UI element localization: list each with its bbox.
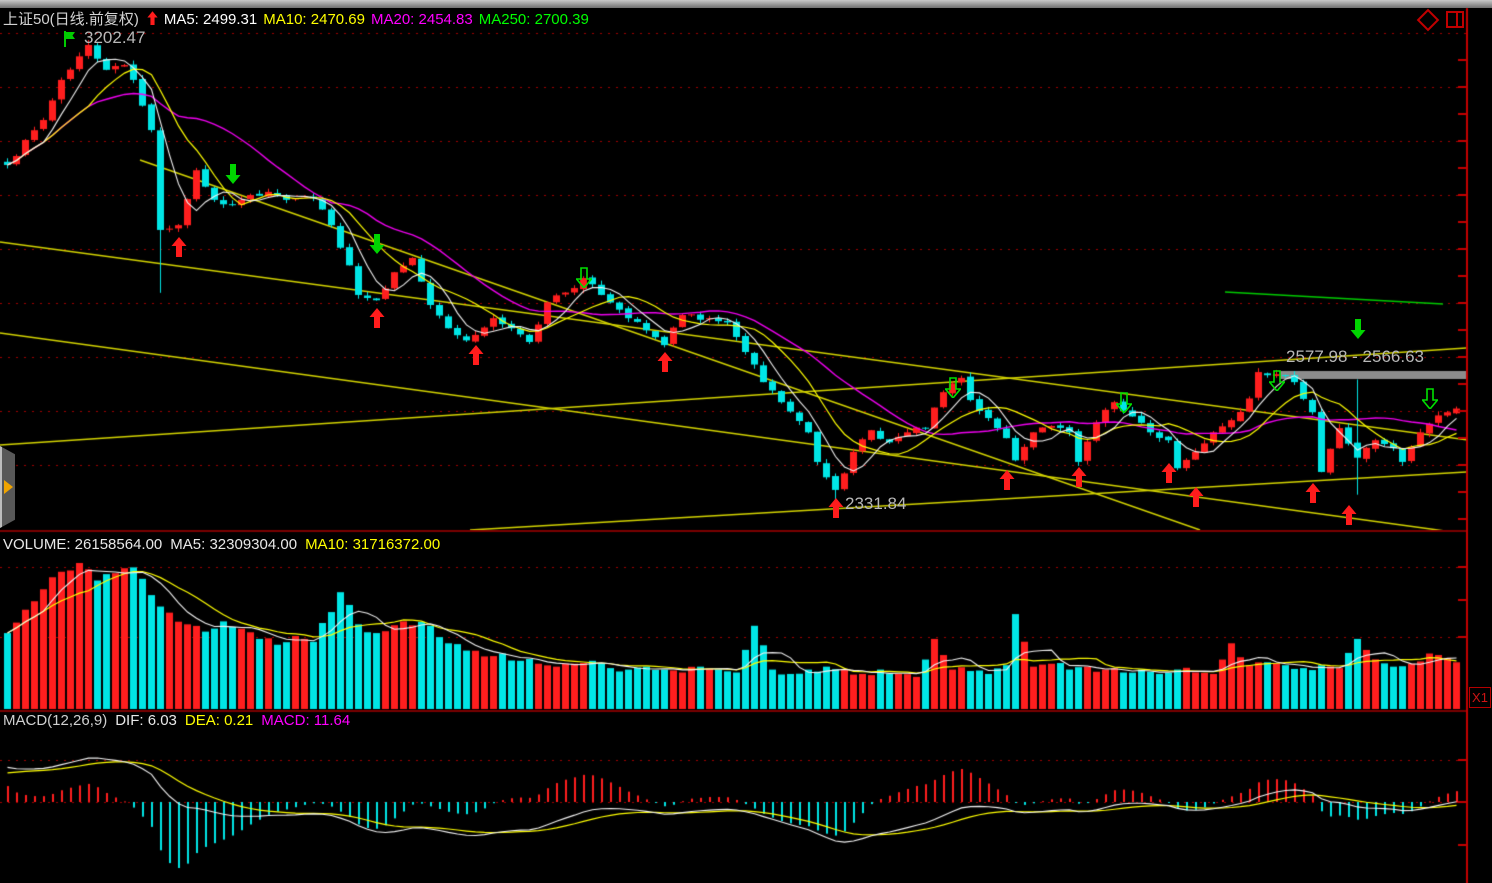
buy-signal-arrow-icon (657, 352, 673, 373)
sell-signal-arrow-icon (369, 233, 385, 254)
main-chart-header: 上证50(日线.前复权) MA5: 2499.31 MA10: 2470.69 MA2… (3, 10, 595, 30)
panel-expand-handle[interactable] (0, 446, 15, 528)
low-price-label: 2331.84 (845, 494, 907, 513)
sell-signal-hollow-arrow-icon (574, 267, 594, 290)
peak-price-label: 3202.47 (84, 28, 146, 47)
volume-ma10-value: MA10: 31716372.00 (305, 536, 441, 553)
resistance-band-label: 2577.98 - 2566.63 (1286, 347, 1425, 366)
expand-arrow-icon (4, 480, 13, 494)
volume-pane-header: VOLUME: 26158564.00 MA5: 32309304.00 MA10:… (3, 536, 448, 554)
trend-up-arrow-icon (147, 11, 158, 32)
macd-value: MACD: 11.64 (261, 712, 351, 729)
ma20-value: MA20: 2454.83 (371, 11, 473, 28)
buy-signal-arrow-icon (1071, 467, 1087, 488)
sell-signal-hollow-arrow-icon (1267, 370, 1287, 393)
buy-signal-arrow-icon (1341, 505, 1357, 526)
buy-signal-arrow-icon (828, 498, 844, 519)
volume-ma5-value: MA5: 32309304.00 (170, 536, 298, 553)
buy-signal-arrow-icon (999, 470, 1015, 491)
ma250-value: MA250: 2700.39 (478, 11, 589, 28)
buy-signal-arrow-icon (369, 308, 385, 329)
dea-value: DEA: 0.21 (184, 712, 254, 729)
macd-pane-header: MACD(12,26,9) DIF: 6.03 DEA: 0.21 MACD: 11.… (3, 712, 358, 730)
window-controls (1416, 8, 1464, 31)
split-window-icon[interactable] (1446, 11, 1464, 28)
window-top-strip (0, 0, 1492, 8)
sell-signal-hollow-arrow-icon (943, 377, 963, 400)
sell-signal-arrow-icon (225, 163, 241, 184)
peak-flag-icon (63, 30, 77, 53)
volume-value: VOLUME: 26158564.00 (3, 536, 163, 553)
buy-signal-arrow-icon (171, 237, 187, 258)
buy-signal-arrow-icon (1161, 463, 1177, 484)
scale-indicator: X1 (1469, 687, 1491, 708)
ma10-value: MA10: 2470.69 (263, 11, 365, 28)
sell-signal-hollow-arrow-icon (1114, 392, 1134, 415)
split-window-icon-bar (1456, 13, 1458, 26)
ma5-value: MA5: 2499.31 (163, 11, 258, 28)
diamond-icon[interactable] (1416, 8, 1440, 31)
buy-signal-arrow-icon (468, 345, 484, 366)
dif-value: DIF: 6.03 (115, 712, 177, 729)
macd-title: MACD(12,26,9) (3, 712, 108, 729)
symbol-title: 上证50(日线.前复权) (3, 11, 139, 28)
buy-signal-arrow-icon (1305, 483, 1321, 504)
buy-signal-arrow-icon (1188, 487, 1204, 508)
sell-signal-hollow-arrow-icon (1420, 388, 1440, 411)
sell-signal-arrow-icon (1350, 318, 1366, 339)
